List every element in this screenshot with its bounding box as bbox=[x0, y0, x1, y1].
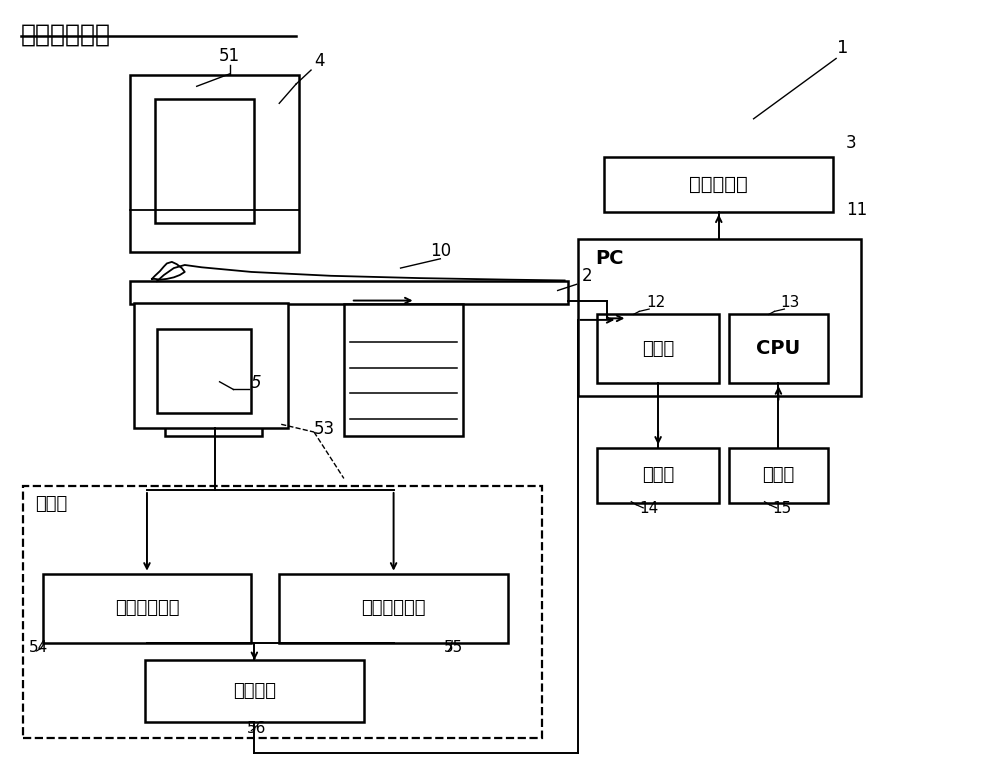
Text: 56: 56 bbox=[247, 721, 266, 736]
Text: 12: 12 bbox=[647, 294, 666, 310]
Text: 电路部: 电路部 bbox=[36, 495, 68, 513]
Text: 13: 13 bbox=[781, 294, 800, 310]
Text: 顶板驱动部: 顶板驱动部 bbox=[689, 175, 748, 194]
Text: 4: 4 bbox=[314, 52, 324, 70]
Text: 加权运算电路: 加权运算电路 bbox=[361, 599, 426, 618]
Text: 波高分析电路: 波高分析电路 bbox=[115, 599, 179, 618]
Text: 5: 5 bbox=[251, 374, 262, 392]
FancyBboxPatch shape bbox=[604, 157, 833, 212]
Text: 11: 11 bbox=[846, 201, 867, 219]
Text: 10: 10 bbox=[430, 241, 451, 259]
FancyBboxPatch shape bbox=[130, 76, 299, 252]
Text: 53: 53 bbox=[314, 420, 335, 438]
FancyBboxPatch shape bbox=[597, 447, 719, 503]
Text: 2: 2 bbox=[582, 267, 592, 285]
FancyBboxPatch shape bbox=[578, 239, 861, 396]
Text: 3: 3 bbox=[846, 134, 857, 152]
FancyBboxPatch shape bbox=[279, 573, 508, 643]
FancyBboxPatch shape bbox=[155, 100, 254, 224]
FancyBboxPatch shape bbox=[597, 314, 719, 383]
FancyBboxPatch shape bbox=[729, 314, 828, 383]
Text: 54: 54 bbox=[29, 640, 48, 655]
Text: 校正电路: 校正电路 bbox=[233, 682, 276, 700]
FancyBboxPatch shape bbox=[43, 573, 251, 643]
Text: 14: 14 bbox=[640, 501, 659, 516]
Text: 存储器: 存储器 bbox=[642, 340, 674, 358]
Text: 55: 55 bbox=[444, 640, 464, 655]
FancyBboxPatch shape bbox=[344, 305, 463, 436]
FancyBboxPatch shape bbox=[130, 281, 568, 305]
Text: PC: PC bbox=[595, 249, 624, 268]
Text: 1: 1 bbox=[837, 39, 849, 57]
FancyBboxPatch shape bbox=[729, 447, 828, 503]
Text: 第一实施方式: 第一实施方式 bbox=[21, 22, 111, 46]
Text: 操作部: 操作部 bbox=[762, 467, 795, 485]
FancyBboxPatch shape bbox=[23, 486, 542, 738]
FancyBboxPatch shape bbox=[134, 303, 288, 428]
FancyBboxPatch shape bbox=[157, 330, 251, 413]
FancyBboxPatch shape bbox=[145, 661, 364, 722]
FancyBboxPatch shape bbox=[165, 305, 262, 436]
Text: 15: 15 bbox=[773, 501, 792, 516]
Text: 51: 51 bbox=[219, 47, 240, 65]
Text: 显示部: 显示部 bbox=[642, 467, 674, 485]
Text: CPU: CPU bbox=[756, 339, 801, 358]
